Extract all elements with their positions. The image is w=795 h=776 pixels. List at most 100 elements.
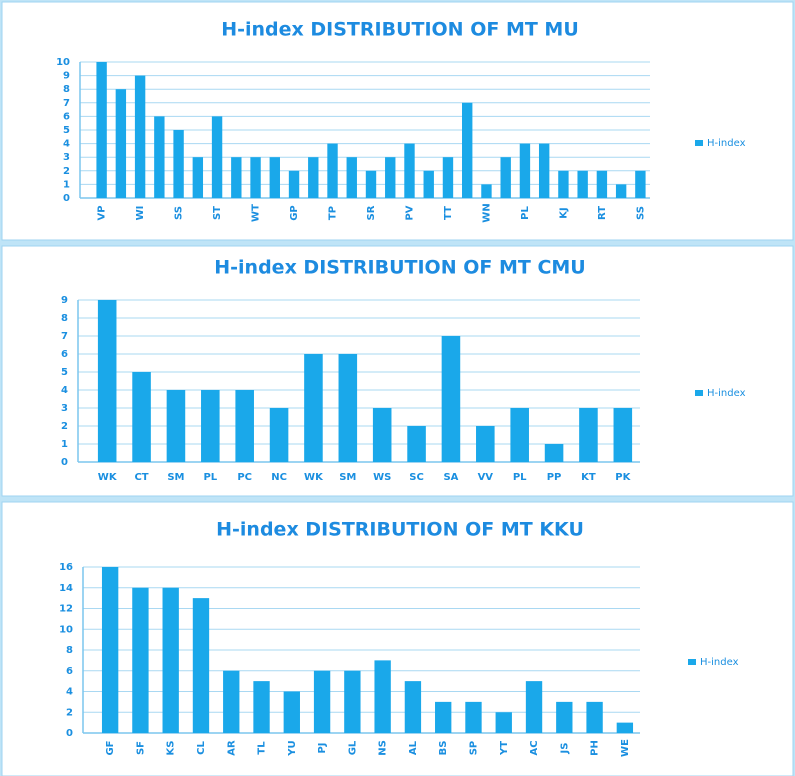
bar (235, 390, 254, 462)
y-tick-label: 3 (63, 152, 70, 163)
panel (1, 245, 794, 497)
x-tick-label: WE (620, 739, 631, 757)
panel (1, 501, 794, 776)
bar (465, 701, 482, 733)
bar (441, 336, 461, 462)
x-tick-label: SR (366, 205, 377, 220)
bar (423, 170, 434, 198)
bar (132, 587, 149, 733)
panel (1, 1, 794, 241)
y-tick-label: 5 (63, 125, 70, 136)
y-tick-label: 7 (63, 98, 70, 109)
bar (154, 116, 165, 198)
bar (558, 170, 569, 198)
x-tick-label: PV (404, 205, 415, 220)
x-tick-label: WK (304, 472, 324, 483)
bar (372, 408, 392, 462)
bar (615, 184, 627, 198)
x-tick-label: WT (251, 204, 262, 222)
y-tick-label: 8 (66, 645, 73, 656)
x-tick-label: PL (513, 472, 527, 483)
x-tick-label: TL (257, 741, 268, 755)
x-tick-label: YU (287, 740, 298, 756)
y-tick-label: 6 (63, 111, 70, 122)
x-tick-label: WK (98, 472, 118, 483)
x-tick-label: KJ (558, 207, 569, 218)
bar (283, 691, 300, 733)
y-tick-label: 1 (61, 439, 68, 450)
bar (616, 722, 634, 733)
x-tick-label: VV (478, 472, 494, 483)
x-tick-label: VP (97, 205, 108, 220)
bar (162, 587, 179, 733)
bar (613, 408, 633, 462)
y-tick-label: 16 (59, 562, 73, 573)
y-tick-label: 5 (61, 367, 68, 378)
bar (304, 354, 323, 462)
y-tick-label: 3 (61, 403, 68, 414)
bar (346, 157, 357, 198)
bar (510, 408, 529, 462)
y-tick-label: 8 (61, 313, 68, 324)
bar (166, 390, 186, 462)
x-tick-label: PL (203, 472, 217, 483)
x-tick-label: PL (520, 206, 531, 220)
x-tick-label: NC (271, 472, 287, 483)
bar (442, 157, 454, 198)
bar (173, 130, 184, 198)
y-tick-label: 10 (56, 57, 70, 68)
x-tick-label: SM (167, 472, 184, 483)
y-tick-label: 10 (59, 624, 73, 635)
bar (577, 170, 588, 198)
x-tick-label: SA (443, 472, 458, 483)
bar (288, 170, 300, 198)
bar (250, 157, 261, 198)
x-tick-label: GF (105, 740, 116, 755)
x-tick-label: PH (590, 740, 601, 756)
y-tick-label: 9 (63, 71, 70, 82)
legend-swatch (695, 140, 703, 146)
bar (201, 390, 220, 462)
y-tick-label: 4 (66, 687, 73, 698)
bar (481, 184, 492, 198)
legend-label: H-index (707, 138, 746, 149)
x-tick-label: GP (289, 205, 300, 221)
y-tick-label: 1 (63, 179, 70, 190)
y-tick-label: 0 (63, 193, 70, 204)
x-tick-label: PP (547, 472, 562, 483)
bar (404, 143, 415, 198)
x-tick-label: AR (226, 740, 237, 756)
x-tick-label: CT (134, 472, 148, 483)
bar (519, 143, 531, 198)
bar (313, 670, 331, 733)
x-tick-label: PJ (317, 742, 328, 753)
x-tick-label: SS (635, 206, 646, 220)
x-tick-label: WS (373, 472, 391, 483)
legend-label: H-index (707, 388, 746, 399)
bar (579, 408, 598, 462)
bar (385, 157, 396, 198)
bar (101, 567, 119, 733)
bar (97, 300, 117, 462)
bar (374, 660, 391, 733)
x-tick-label: WN (481, 203, 492, 222)
bar (538, 143, 550, 198)
x-tick-label: KT (581, 472, 596, 483)
bar (635, 170, 646, 198)
y-tick-label: 12 (59, 604, 73, 615)
x-tick-label: SF (135, 741, 146, 755)
x-tick-label: SS (174, 206, 185, 220)
x-tick-label: KS (166, 741, 177, 756)
x-tick-label: CL (196, 741, 207, 755)
bar (544, 444, 564, 462)
y-tick-label: 2 (61, 421, 68, 432)
y-tick-label: 6 (61, 349, 68, 360)
x-tick-label: PK (615, 472, 631, 483)
y-tick-label: 4 (61, 385, 68, 396)
chart-title: H-index DISTRIBUTION OF MT KKU (216, 519, 584, 541)
x-tick-label: AC (529, 740, 540, 755)
bar (404, 681, 422, 733)
x-tick-label: BS (438, 741, 449, 756)
y-tick-label: 6 (66, 666, 73, 677)
